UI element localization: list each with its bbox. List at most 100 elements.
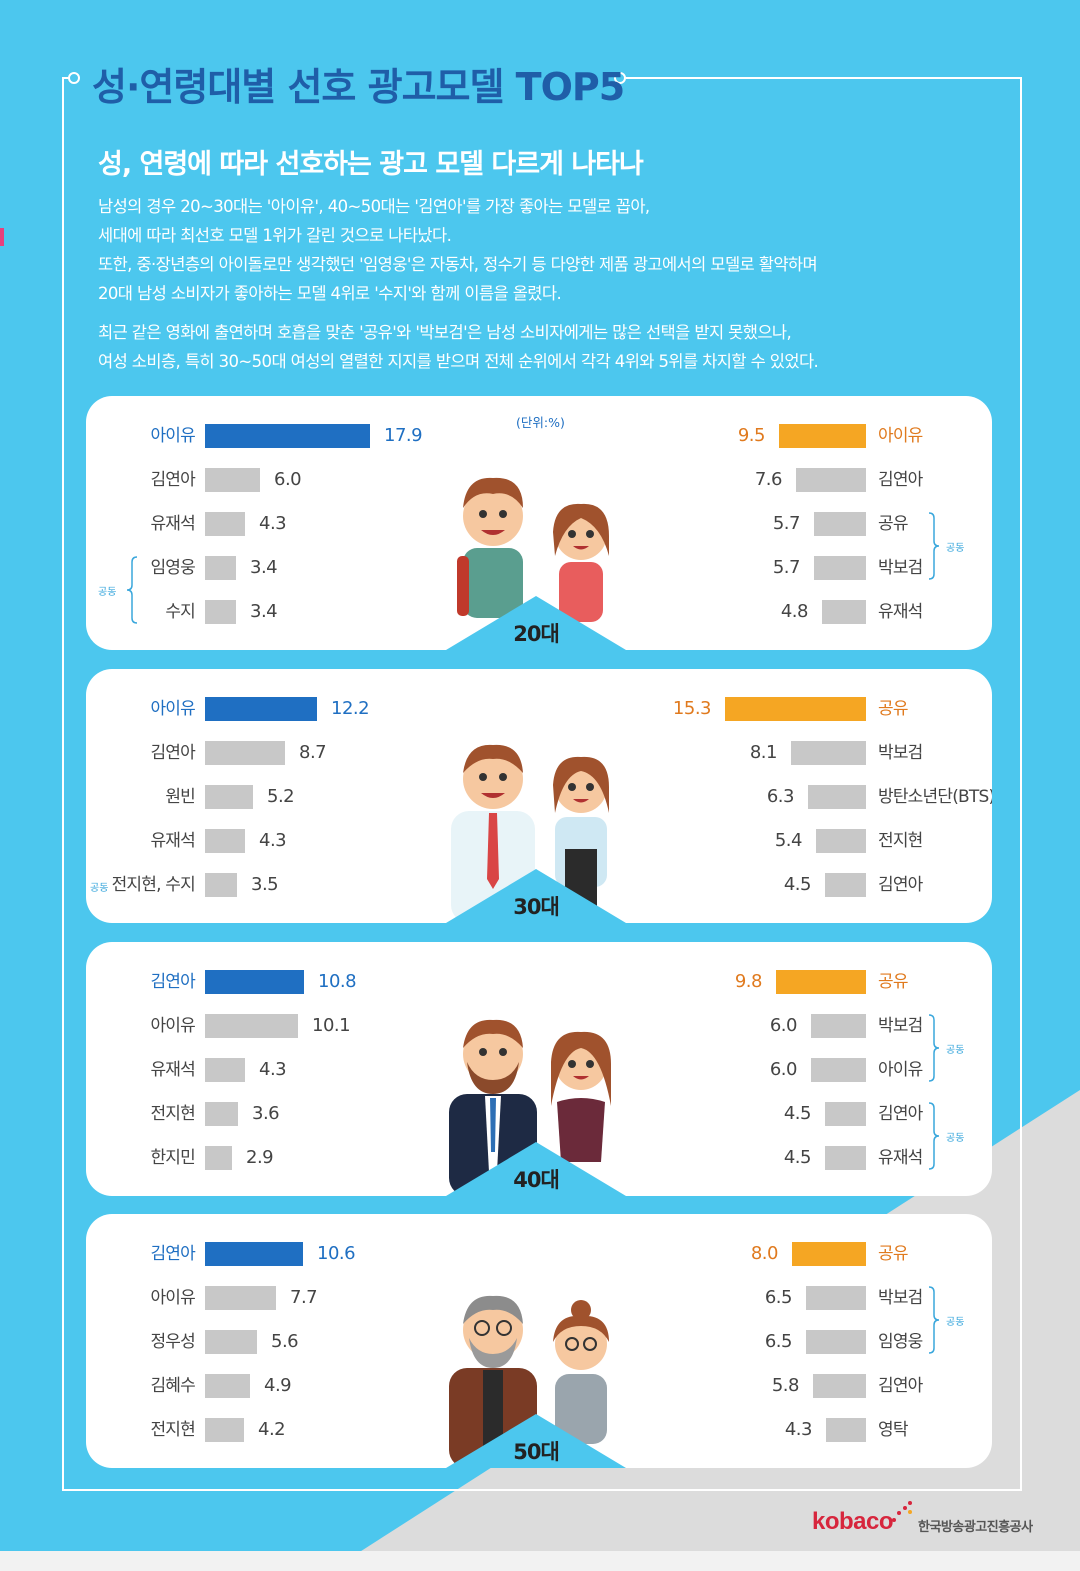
tie-brace bbox=[928, 1014, 940, 1086]
male-value-label: 10.1 bbox=[312, 1015, 351, 1036]
female-model-name: 공유 bbox=[878, 699, 908, 719]
side-marker bbox=[0, 228, 4, 246]
intro-paragraph-2: 최근 같은 영화에 출연하며 호흡을 맞춘 '공유'와 '박보검'은 남성 소비… bbox=[98, 318, 819, 376]
male-value-label: 10.8 bbox=[318, 971, 357, 992]
intro-paragraph-1: 남성의 경우 20~30대는 '아이유', 40~50대는 '김연아'를 가장 … bbox=[98, 192, 818, 308]
age-badge-shape bbox=[446, 1142, 626, 1196]
age-group-label: 50대 bbox=[513, 1440, 560, 1464]
brand-logo: kobaco bbox=[812, 1508, 894, 1535]
paragraph-line: 20대 남성 소비자가 좋아하는 모델 4위로 '수지'와 함께 이름을 올렸다… bbox=[98, 284, 562, 303]
male-model-name: 유재석 bbox=[150, 514, 195, 534]
female-bar bbox=[792, 1242, 866, 1266]
male-bar bbox=[205, 785, 253, 809]
male-bar bbox=[205, 1242, 303, 1266]
page-title: 성·연령대별 선호 광고모델 TOP5 bbox=[92, 65, 625, 109]
male-model-name: 아이유 bbox=[150, 699, 195, 719]
female-model-name: 아이유 bbox=[878, 426, 923, 446]
tie-label: 공동 bbox=[946, 1133, 965, 1144]
female-bar bbox=[806, 1330, 866, 1354]
female-model-name: 김연아 bbox=[878, 470, 923, 490]
male-value-label: 3.6 bbox=[252, 1103, 280, 1124]
female-bar bbox=[822, 600, 866, 624]
male-bar bbox=[205, 1058, 245, 1082]
male-model-name: 김연아 bbox=[150, 470, 195, 490]
male-model-name: 원빈 bbox=[165, 787, 195, 807]
age-group-label: 20대 bbox=[513, 622, 560, 646]
age-group-illustration bbox=[431, 729, 641, 923]
male-value-label: 4.9 bbox=[264, 1375, 292, 1396]
male-bar bbox=[205, 1102, 238, 1126]
age-group-label: 30대 bbox=[513, 895, 560, 919]
female-bar bbox=[825, 1102, 866, 1126]
tie-label: 공동 bbox=[946, 1317, 965, 1328]
female-value-label: 8.1 bbox=[749, 742, 778, 763]
male-model-name: 김연아 bbox=[150, 972, 195, 992]
male-model-name: 전지현 bbox=[150, 1104, 195, 1124]
male-value-label: 6.0 bbox=[274, 469, 302, 490]
male-value-label: 3.4 bbox=[250, 557, 278, 578]
age-badge-shape bbox=[446, 869, 626, 923]
paragraph-line: 여성 소비층, 특히 30~50대 여성의 열렬한 지지를 받으며 전체 순위에… bbox=[98, 352, 819, 371]
male-model-name: 한지민 bbox=[150, 1148, 195, 1168]
male-bar bbox=[205, 468, 260, 492]
female-model-name: 박보검 bbox=[878, 1288, 923, 1308]
male-value-label: 5.6 bbox=[271, 1331, 299, 1352]
frame-ring-left bbox=[68, 72, 80, 84]
age-panel-20s: (단위:%) 20대 아이유 17.9 김연아 6.0 유재석 4.3 임영웅 3.4 수지 3.4… bbox=[86, 396, 992, 650]
age-badge-shape bbox=[446, 596, 626, 650]
male-value-label: 8.7 bbox=[299, 742, 327, 763]
male-model-name: 전지현, 수지 bbox=[111, 875, 196, 895]
male-model-name: 정우성 bbox=[150, 1332, 195, 1352]
paragraph-line: 최근 같은 영화에 출연하며 호흡을 맞춘 '공유'와 '박보검'은 남성 소비… bbox=[98, 323, 792, 342]
female-model-name: 전지현 bbox=[878, 831, 923, 851]
female-value-label: 5.8 bbox=[771, 1375, 800, 1396]
age-panel-30s: 30대 아이유 12.2 김연아 8.7 원빈 5.2 유재석 4.3 전지현, 수지 3.5 공유 1… bbox=[86, 669, 992, 923]
female-value-label: 4.5 bbox=[783, 874, 812, 895]
tie-brace bbox=[928, 512, 940, 584]
female-bar bbox=[791, 741, 866, 765]
male-model-name: 수지 bbox=[165, 602, 195, 622]
female-bar bbox=[779, 424, 866, 448]
page-subtitle: 성, 연령에 따라 선호하는 광고 모델 다르게 나타나 bbox=[98, 149, 644, 180]
male-bar bbox=[205, 1146, 232, 1170]
male-value-label: 12.2 bbox=[331, 698, 370, 719]
age-panel-40s: 40대 김연아 10.8 아이유 10.1 유재석 4.3 전지현 3.6 한지민 2.9 공유 9.8… bbox=[86, 942, 992, 1196]
female-value-label: 15.3 bbox=[672, 698, 712, 719]
frame-top-right bbox=[626, 77, 1022, 79]
tie-label: 공동 bbox=[90, 883, 109, 894]
female-value-label: 9.5 bbox=[737, 425, 766, 446]
female-model-name: 유재석 bbox=[878, 602, 923, 622]
female-model-name: 영탁 bbox=[878, 1420, 908, 1440]
female-bar bbox=[808, 785, 866, 809]
female-bar bbox=[725, 697, 866, 721]
male-value-label: 10.6 bbox=[317, 1243, 356, 1264]
female-model-name: 김연아 bbox=[878, 1104, 923, 1124]
male-bar bbox=[205, 1330, 257, 1354]
brand-org-name: 한국방송광고진흥공사 bbox=[918, 1520, 1033, 1535]
female-value-label: 4.5 bbox=[783, 1103, 812, 1124]
female-value-label: 4.8 bbox=[780, 601, 809, 622]
female-model-name: 공유 bbox=[878, 972, 908, 992]
female-value-label: 6.5 bbox=[764, 1287, 793, 1308]
male-bar bbox=[205, 556, 236, 580]
female-value-label: 5.7 bbox=[772, 557, 801, 578]
female-value-label: 5.4 bbox=[774, 830, 803, 851]
female-model-name: 임영웅 bbox=[878, 1332, 923, 1352]
male-value-label: 2.9 bbox=[246, 1147, 274, 1168]
male-bar bbox=[205, 1014, 298, 1038]
female-model-name: 박보검 bbox=[878, 558, 923, 578]
female-model-name: 유재석 bbox=[878, 1148, 923, 1168]
male-bar bbox=[205, 741, 285, 765]
female-value-label: 8.0 bbox=[750, 1243, 779, 1264]
female-bar bbox=[826, 1418, 866, 1442]
male-bar bbox=[205, 970, 304, 994]
male-value-label: 5.2 bbox=[267, 786, 295, 807]
female-bar bbox=[806, 1286, 866, 1310]
female-model-name: 박보검 bbox=[878, 743, 923, 763]
male-bar bbox=[205, 829, 245, 853]
female-value-label: 9.8 bbox=[734, 971, 763, 992]
logo-dots-icon bbox=[892, 1501, 912, 1522]
female-bar bbox=[814, 556, 866, 580]
male-bar bbox=[205, 873, 237, 897]
female-bar bbox=[816, 829, 866, 853]
